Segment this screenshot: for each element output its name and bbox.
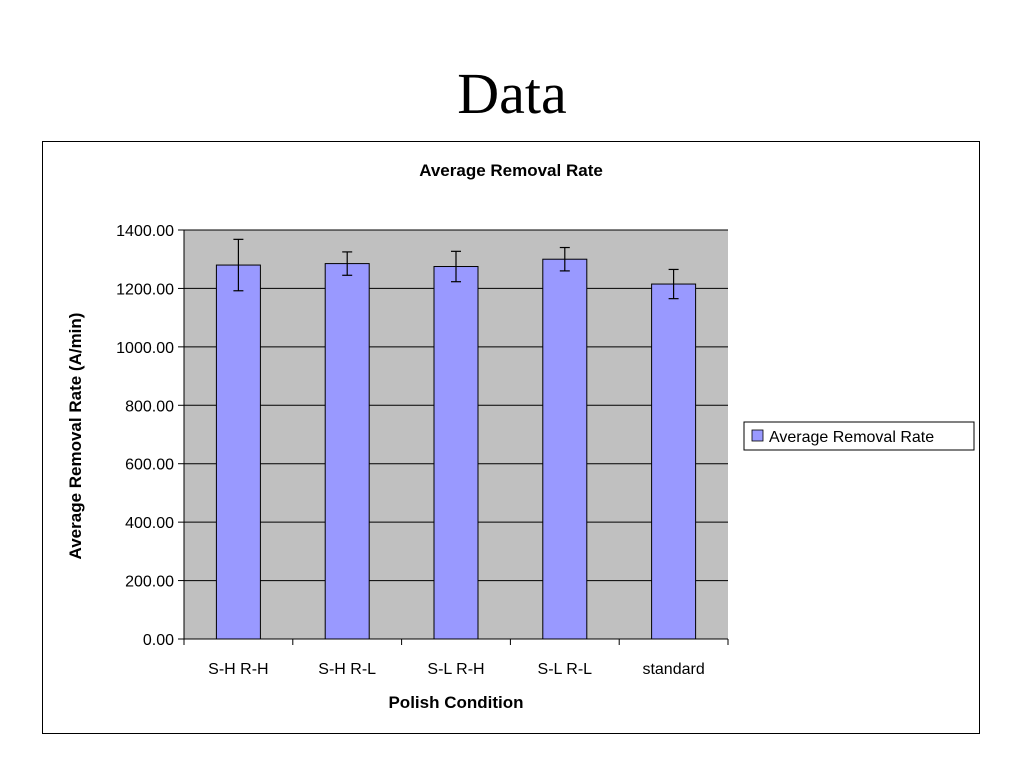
chart-frame xyxy=(42,141,980,734)
y-tick-label: 800.00 xyxy=(125,398,174,415)
x-axis-title: Polish Condition xyxy=(388,693,523,712)
y-tick-label: 600.00 xyxy=(125,457,174,474)
y-tick-label: 1400.00 xyxy=(116,223,174,240)
x-tick-label: S-H R-L xyxy=(318,661,376,678)
x-tick-label: S-L R-H xyxy=(427,661,484,678)
error-bars xyxy=(233,238,679,300)
x-axis-ticks: S-H R-H S-H R-L S-L R-H S-L R-L standard xyxy=(183,639,729,678)
x-tick-label: S-H R-H xyxy=(208,661,268,678)
y-axis-ticks: 0.00 200.00 400.00 600.00 800.00 1000.00 1200.… xyxy=(116,223,184,649)
bar xyxy=(215,264,261,640)
legend-box xyxy=(743,421,975,451)
y-tick-label: 0.00 xyxy=(143,632,174,649)
slide-title: Data xyxy=(457,61,567,126)
y-tick-label: 400.00 xyxy=(125,515,174,532)
bar xyxy=(433,266,479,640)
legend-label: Average Removal Rate xyxy=(769,429,934,446)
legend-swatch xyxy=(751,429,764,442)
bar xyxy=(324,263,370,640)
bar xyxy=(542,258,588,640)
legend: Average Removal Rate xyxy=(743,421,975,451)
y-tick-label: 1200.00 xyxy=(116,281,174,298)
y-tick-label: 1000.00 xyxy=(116,340,174,357)
bar xyxy=(651,283,697,640)
chart-title: Average Removal Rate xyxy=(419,161,603,180)
x-tick-label: standard xyxy=(642,661,704,678)
y-tick-label: 200.00 xyxy=(125,574,174,591)
x-tick-label: S-L R-L xyxy=(538,661,593,678)
y-axis-title: Average Removal Rate (A/min) xyxy=(66,313,85,560)
